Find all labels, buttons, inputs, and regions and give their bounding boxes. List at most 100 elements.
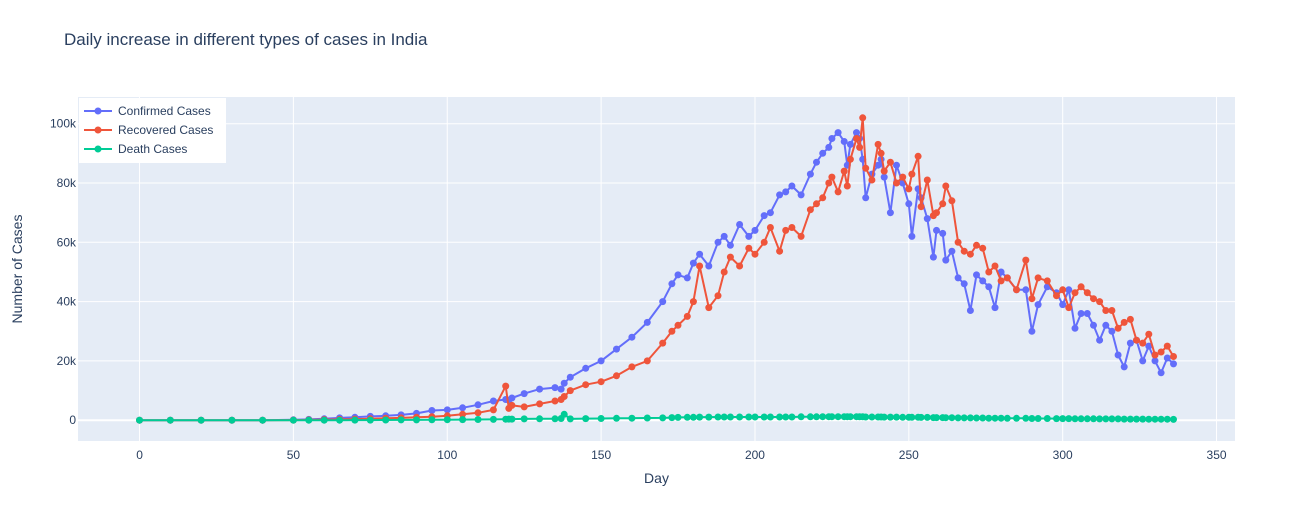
- data-point[interactable]: [846, 413, 854, 421]
- data-point[interactable]: [1163, 415, 1171, 423]
- data-point[interactable]: [1120, 415, 1128, 423]
- data-point[interactable]: [197, 416, 205, 424]
- data-point[interactable]: [1090, 321, 1097, 329]
- data-point[interactable]: [997, 268, 1005, 276]
- data-point[interactable]: [1120, 363, 1128, 371]
- data-point[interactable]: [880, 413, 888, 421]
- data-point[interactable]: [828, 135, 836, 142]
- data-point[interactable]: [443, 416, 451, 424]
- data-point[interactable]: [825, 143, 833, 151]
- data-point[interactable]: [914, 152, 922, 160]
- data-point[interactable]: [929, 253, 937, 261]
- data-point[interactable]: [459, 404, 467, 412]
- data-point[interactable]: [942, 182, 950, 190]
- data-point[interactable]: [1083, 289, 1091, 297]
- data-point[interactable]: [259, 416, 267, 424]
- data-point[interactable]: [942, 414, 950, 422]
- data-point[interactable]: [776, 191, 784, 199]
- data-point[interactable]: [474, 409, 482, 417]
- data-point[interactable]: [960, 247, 968, 255]
- data-point[interactable]: [1028, 327, 1036, 335]
- data-point[interactable]: [745, 413, 753, 421]
- data-point[interactable]: [714, 292, 722, 300]
- data-point[interactable]: [336, 416, 344, 424]
- data-point[interactable]: [366, 416, 374, 424]
- data-point[interactable]: [933, 226, 940, 234]
- data-point[interactable]: [840, 167, 848, 175]
- data-point[interactable]: [643, 357, 651, 365]
- data-point[interactable]: [979, 244, 987, 252]
- data-point[interactable]: [1065, 304, 1073, 312]
- data-point[interactable]: [628, 414, 636, 422]
- data-point[interactable]: [819, 149, 827, 157]
- data-point[interactable]: [1108, 415, 1116, 423]
- data-point[interactable]: [1170, 353, 1177, 360]
- data-point[interactable]: [696, 250, 704, 258]
- data-point[interactable]: [1022, 414, 1030, 422]
- data-point[interactable]: [1043, 277, 1051, 285]
- data-point[interactable]: [782, 188, 790, 196]
- data-point[interactable]: [853, 129, 860, 137]
- data-point[interactable]: [825, 179, 833, 187]
- data-point[interactable]: [797, 232, 805, 240]
- data-point[interactable]: [668, 414, 676, 422]
- data-point[interactable]: [1170, 360, 1177, 368]
- data-point[interactable]: [474, 401, 482, 409]
- data-point[interactable]: [939, 200, 947, 208]
- data-point[interactable]: [782, 226, 790, 234]
- data-point[interactable]: [659, 298, 667, 306]
- data-point[interactable]: [443, 406, 451, 414]
- data-point[interactable]: [806, 206, 814, 214]
- data-point[interactable]: [806, 170, 814, 178]
- data-point[interactable]: [1157, 348, 1165, 356]
- data-point[interactable]: [797, 191, 805, 199]
- data-point[interactable]: [1145, 415, 1153, 423]
- data-point[interactable]: [813, 158, 820, 166]
- data-point[interactable]: [893, 413, 900, 421]
- data-point[interactable]: [351, 416, 359, 424]
- data-point[interactable]: [1083, 310, 1091, 317]
- data-point[interactable]: [813, 413, 820, 421]
- data-point[interactable]: [489, 415, 497, 423]
- data-point[interactable]: [413, 416, 420, 424]
- data-point[interactable]: [1157, 369, 1165, 377]
- data-point[interactable]: [874, 140, 882, 148]
- data-point[interactable]: [899, 173, 907, 181]
- data-point[interactable]: [840, 138, 848, 145]
- data-point[interactable]: [1013, 414, 1020, 422]
- data-point[interactable]: [459, 416, 467, 424]
- data-point[interactable]: [1126, 315, 1134, 323]
- data-point[interactable]: [689, 413, 697, 421]
- data-point[interactable]: [834, 413, 842, 421]
- data-point[interactable]: [1028, 295, 1036, 303]
- data-point[interactable]: [933, 209, 940, 217]
- data-point[interactable]: [877, 149, 885, 157]
- data-point[interactable]: [683, 312, 691, 320]
- data-point[interactable]: [1163, 342, 1171, 350]
- data-point[interactable]: [696, 262, 704, 270]
- data-point[interactable]: [736, 262, 744, 270]
- data-point[interactable]: [659, 339, 667, 347]
- data-point[interactable]: [1102, 415, 1110, 423]
- data-point[interactable]: [705, 304, 713, 312]
- data-point[interactable]: [551, 384, 559, 392]
- data-point[interactable]: [1090, 295, 1097, 303]
- data-point[interactable]: [1022, 256, 1030, 264]
- data-point[interactable]: [856, 143, 864, 151]
- data-point[interactable]: [1096, 298, 1104, 306]
- data-point[interactable]: [1133, 336, 1140, 344]
- data-point[interactable]: [991, 304, 999, 312]
- data-point[interactable]: [1077, 415, 1085, 423]
- data-point[interactable]: [1083, 415, 1091, 423]
- data-point[interactable]: [597, 415, 605, 422]
- data-point[interactable]: [905, 200, 913, 208]
- data-point[interactable]: [905, 185, 913, 193]
- data-point[interactable]: [1157, 415, 1165, 423]
- data-point[interactable]: [536, 415, 544, 423]
- data-point[interactable]: [736, 221, 744, 228]
- data-point[interactable]: [726, 253, 734, 261]
- data-point[interactable]: [797, 413, 805, 421]
- data-point[interactable]: [991, 262, 999, 270]
- data-point[interactable]: [819, 413, 827, 421]
- data-point[interactable]: [582, 415, 590, 423]
